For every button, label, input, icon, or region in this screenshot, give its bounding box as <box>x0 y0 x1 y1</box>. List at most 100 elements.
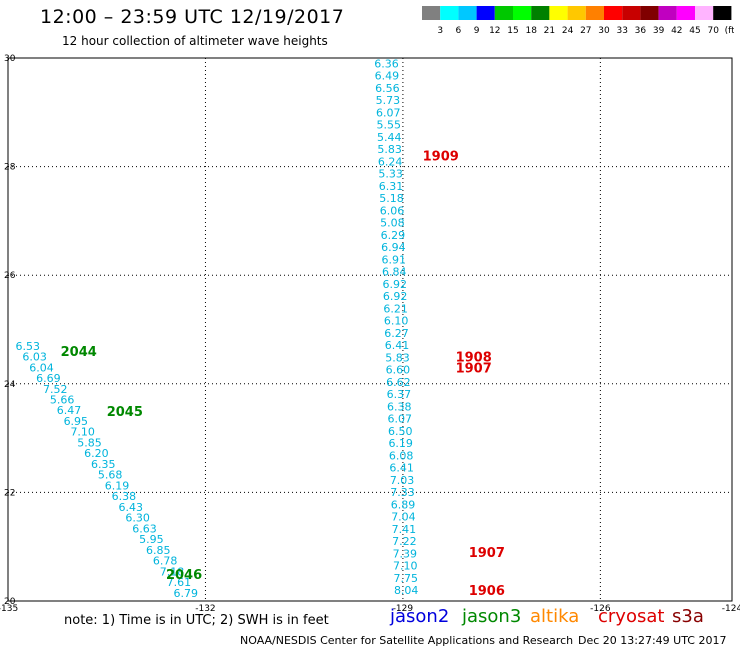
colorbar-swatch <box>585 6 604 20</box>
wave-height-value: 5.83 <box>385 351 410 364</box>
credit-text: NOAA/NESDIS Center for Satellite Applica… <box>240 634 574 647</box>
colorbar-label: 3 <box>437 26 443 36</box>
wave-height-value: 5.73 <box>376 94 401 107</box>
wave-height-value: 6.38 <box>387 400 412 413</box>
colorbar-swatch <box>622 6 641 20</box>
colorbar-swatch <box>695 6 714 20</box>
wave-height-value: 6.60 <box>386 364 411 377</box>
colorbar-label: (ft) <box>725 26 734 36</box>
wave-height-value: 6.84 <box>382 266 407 279</box>
wave-height-value: 6.03 <box>22 351 47 364</box>
wave-height-value: 6.47 <box>57 404 82 417</box>
legend-jason3: jason3 <box>462 606 522 627</box>
colorbar-label: 30 <box>598 26 610 36</box>
wave-height-value: 6.10 <box>384 315 409 328</box>
colorbar-swatch <box>567 6 586 20</box>
wave-height-value: 6.30 <box>125 512 150 525</box>
wave-height-value: 6.27 <box>384 327 409 340</box>
wave-height-value: 6.06 <box>380 204 405 217</box>
wave-height-value: 6.49 <box>375 70 400 83</box>
x-tick-label: -124 <box>722 604 740 614</box>
wave-height-value: 6.63 <box>132 522 157 535</box>
wave-height-value: 6.92 <box>383 290 408 303</box>
y-tick-label: 30 <box>4 54 16 64</box>
wave-height-value: 6.07 <box>376 106 401 119</box>
wave-height-value: 5.95 <box>139 533 164 546</box>
wave-height-value: 7.18 <box>160 565 185 578</box>
colorbar-swatch <box>422 6 441 20</box>
colorbar-swatch <box>658 6 677 20</box>
colorbar-swatch <box>713 6 732 20</box>
colorbar-label: 18 <box>525 26 537 36</box>
colorbar-swatch <box>494 6 513 20</box>
pass-time-label: 2045 <box>107 405 143 420</box>
timestamp-text: Dec 20 13:27:49 UTC 2017 <box>578 634 727 647</box>
wave-height-value: 7.33 <box>390 486 415 499</box>
pass-time-label: 2046 <box>166 568 202 583</box>
pass-time-label: 1908 <box>456 351 492 366</box>
wave-height-value: 7.10 <box>393 560 418 573</box>
wave-height-value: 6.07 <box>388 413 413 426</box>
wave-height-value: 6.89 <box>391 498 416 511</box>
y-tick-label: 22 <box>4 488 15 498</box>
wave-height-value: 6.79 <box>173 587 198 600</box>
wave-height-value: 6.94 <box>381 241 406 254</box>
wave-height-value: 7.41 <box>392 523 417 536</box>
colorbar-label: 15 <box>507 26 518 36</box>
wave-height-value: 5.83 <box>377 143 402 156</box>
wave-height-value: 6.19 <box>105 479 130 492</box>
colorbar-label: 9 <box>474 26 480 36</box>
y-tick-label: 24 <box>4 380 16 390</box>
note-text: note: 1) Time is in UTC; 2) SWH is in fe… <box>64 613 329 628</box>
wave-height-value: 6.53 <box>15 340 40 353</box>
wave-height-value: 6.36 <box>374 57 399 70</box>
colorbar-label: 36 <box>635 26 647 36</box>
colorbar-label: 42 <box>671 26 682 36</box>
wave-height-value: 6.20 <box>84 447 109 460</box>
wave-height-value: 8.04 <box>394 584 419 597</box>
colorbar-swatch <box>531 6 550 20</box>
legend-cryosat: cryosat <box>598 606 665 627</box>
wave-height-value: 6.37 <box>387 388 412 401</box>
colorbar-label: 12 <box>489 26 500 36</box>
wave-height-value: 6.92 <box>382 278 407 291</box>
wave-height-value: 7.22 <box>392 535 417 548</box>
wave-height-value: 6.50 <box>388 425 413 438</box>
wave-height-value: 5.68 <box>98 469 123 482</box>
wave-height-value: 6.29 <box>381 229 406 242</box>
wave-height-value: 6.43 <box>119 501 144 514</box>
wave-height-value: 7.39 <box>393 547 418 560</box>
pass-time-label: 2044 <box>61 345 97 360</box>
colorbar-swatch <box>440 6 459 20</box>
wave-height-value: 6.04 <box>29 361 54 374</box>
wave-height-value: 7.10 <box>70 426 95 439</box>
pass-time-label: 1907 <box>456 362 492 377</box>
colorbar-label: 45 <box>689 26 700 36</box>
wave-height-value: 5.44 <box>377 131 402 144</box>
wave-height-value: 6.91 <box>382 253 407 266</box>
wave-height-value: 6.62 <box>386 376 411 389</box>
colorbar-label: 24 <box>562 26 574 36</box>
y-tick-label: 20 <box>4 597 16 607</box>
wave-height-value: 7.52 <box>43 383 68 396</box>
map-frame <box>7 57 733 602</box>
wave-height-value: 7.75 <box>393 572 418 585</box>
colorbar-label: 21 <box>544 26 555 36</box>
wave-height-value: 6.41 <box>385 339 410 352</box>
wave-height-value: 6.35 <box>91 458 116 471</box>
wave-height-value: 6.21 <box>383 302 408 315</box>
colorbar-swatch <box>476 6 495 20</box>
wave-height-value: 6.85 <box>146 544 171 557</box>
pass-time-label: 1906 <box>469 584 505 599</box>
wave-height-value: 5.66 <box>50 393 75 406</box>
wave-height-value: 6.41 <box>389 462 414 475</box>
legend-s3a: s3a <box>672 606 704 627</box>
wave-height-value: 6.56 <box>375 82 400 95</box>
wave-height-value: 6.78 <box>153 555 178 568</box>
colorbar-label: 27 <box>580 26 591 36</box>
colorbar-label: 39 <box>653 26 665 36</box>
wave-height-value: 6.08 <box>389 449 414 462</box>
wave-height-value: 5.33 <box>378 168 403 181</box>
